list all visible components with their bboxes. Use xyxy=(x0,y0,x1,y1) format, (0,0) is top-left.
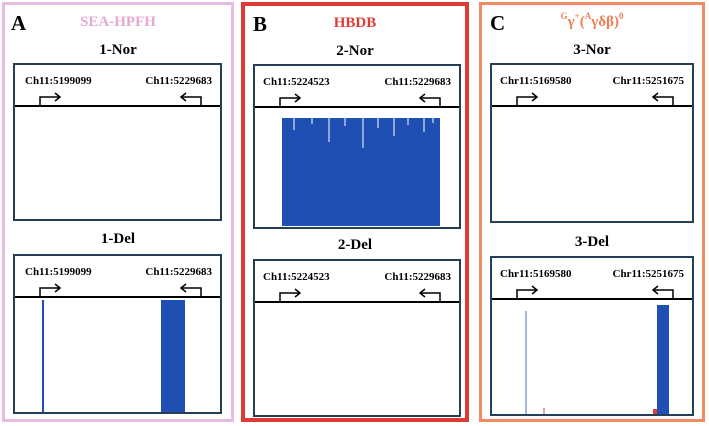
coord-right: Ch11:5229683 xyxy=(145,75,212,87)
coord-left: Ch11:5224523 xyxy=(263,271,330,283)
track-label: 3-Nor xyxy=(573,42,611,58)
axis-line xyxy=(255,106,459,108)
axis-line xyxy=(15,105,220,107)
coord-left: Chr11:5169580 xyxy=(500,268,572,280)
coord-left: Ch11:5199099 xyxy=(25,266,92,278)
coverage-plot xyxy=(255,108,459,227)
right-arrow-icon xyxy=(516,285,539,298)
coverage-spike-red xyxy=(653,409,657,414)
panel-letter-a: A xyxy=(11,11,27,35)
coverage-block xyxy=(657,304,669,414)
coord-right: Chr11:5251675 xyxy=(612,75,685,87)
right-arrow-icon xyxy=(279,288,302,301)
right-arrow-icon xyxy=(279,93,302,106)
title-paren: ( xyxy=(579,14,585,30)
coord-left: Chr11:5169580 xyxy=(500,75,572,87)
title-sup: 0 xyxy=(618,11,624,21)
track-label: 1-Del xyxy=(100,231,136,247)
coord-right: Chr11:5251675 xyxy=(612,268,685,280)
coverage-spike-red-small xyxy=(543,408,545,414)
track-label: 3-Del xyxy=(574,234,610,250)
track-label: 2-Nor xyxy=(336,43,374,59)
left-arrow-icon xyxy=(651,285,674,298)
genome-track-1-nor: Ch11:5199099 Ch11:5229683 xyxy=(13,63,222,221)
right-arrow-icon xyxy=(39,92,62,105)
panel-c: C Gγ+(Aγδβ)0 3-Nor Chr11:5169580 Chr11:5… xyxy=(479,2,705,422)
panel-a: A SEA-HPFH 1-Nor Ch11:5199099 Ch11:52296… xyxy=(2,2,234,422)
axis-line xyxy=(492,298,692,300)
coverage-spike-faint xyxy=(525,311,527,414)
track-label: 2-Del xyxy=(337,237,373,253)
left-arrow-icon xyxy=(179,92,202,105)
left-arrow-icon xyxy=(418,93,441,106)
coverage-block xyxy=(161,300,185,412)
panel-letter-c: C xyxy=(490,11,506,35)
left-arrow-icon xyxy=(418,288,441,301)
panel-title-c: Gγ+(Aγδβ)0 xyxy=(482,11,702,31)
coord-right: Ch11:5229683 xyxy=(145,266,212,278)
coord-left: Ch11:5199099 xyxy=(25,75,92,87)
title-sup: + xyxy=(574,11,580,21)
genome-track-3-del: Chr11:5169580 Chr11:5251675 xyxy=(490,256,694,416)
coverage-plot xyxy=(492,300,692,414)
coverage-plot xyxy=(15,298,220,412)
left-arrow-icon xyxy=(651,92,674,105)
genome-track-1-del: Ch11:5199099 Ch11:5229683 xyxy=(13,254,222,414)
right-arrow-icon xyxy=(39,283,62,296)
track-label: 1-Nor xyxy=(99,42,137,58)
panel-title-b: HBDB xyxy=(333,15,377,31)
panel-b: B HBDB 2-Nor Ch11:5224523 Ch11:5229683 2 xyxy=(241,2,469,422)
title-sup: G xyxy=(560,11,568,21)
coord-left: Ch11:5224523 xyxy=(263,76,330,88)
coverage-spike xyxy=(42,300,44,412)
genome-track-3-nor: Chr11:5169580 Chr11:5251675 xyxy=(490,63,694,223)
axis-line xyxy=(255,301,459,303)
panel-title-a: SEA-HPFH xyxy=(80,14,156,30)
title-sup: A xyxy=(584,11,592,21)
genome-track-2-nor: Ch11:5224523 Ch11:5229683 xyxy=(253,64,461,229)
title-gamma: γ xyxy=(567,14,575,30)
axis-line xyxy=(15,296,220,298)
right-arrow-icon xyxy=(516,92,539,105)
genome-track-2-del: Ch11:5224523 Ch11:5229683 xyxy=(253,259,461,417)
title-rest: γδβ) xyxy=(591,14,619,30)
coord-right: Ch11:5229683 xyxy=(384,271,451,283)
coverage-block xyxy=(282,118,440,226)
axis-line xyxy=(492,105,692,107)
panel-letter-b: B xyxy=(253,12,268,36)
left-arrow-icon xyxy=(179,283,202,296)
coord-right: Ch11:5229683 xyxy=(384,76,451,88)
